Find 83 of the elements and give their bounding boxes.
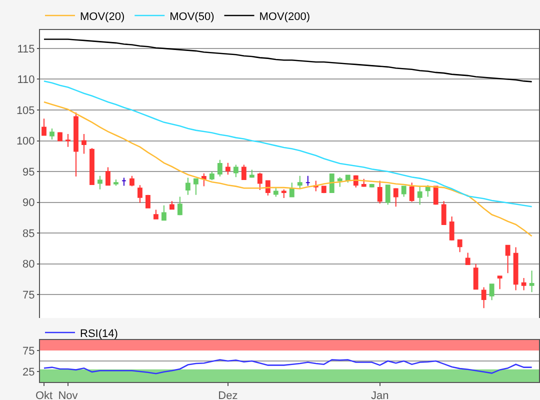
candlestick	[265, 180, 270, 196]
candlestick	[297, 175, 302, 190]
candlestick	[377, 180, 382, 204]
candlestick	[401, 186, 406, 198]
candlestick	[385, 184, 390, 206]
line-series	[43, 101, 532, 237]
x-tick-label: Okt	[35, 390, 53, 400]
candlestick	[425, 184, 430, 198]
y-tick-label: 75	[22, 289, 35, 302]
y-tick-label: 90	[22, 197, 35, 210]
candlestick	[393, 188, 398, 208]
candlestick	[273, 188, 278, 198]
candlestick	[489, 284, 494, 301]
candlestick	[50, 128, 54, 140]
candlestick	[529, 270, 534, 293]
candlestick	[106, 166, 110, 186]
candlestick	[281, 188, 286, 198]
candlestick	[225, 162, 230, 176]
candlestick	[122, 177, 126, 186]
candlestick	[257, 172, 262, 190]
candlestick	[82, 134, 86, 154]
y-tick-label: 95	[22, 166, 35, 178]
x-tick-label: Jan	[370, 390, 389, 400]
candlestick	[321, 185, 326, 194]
candlestick	[481, 286, 486, 309]
candlestick	[98, 175, 102, 190]
y-tick-label: 85	[22, 228, 35, 240]
candlestick	[161, 204, 166, 221]
candlestick	[409, 182, 414, 202]
y-tick-label: 105	[16, 104, 35, 117]
candlestick	[361, 178, 366, 188]
y-tick-label: 75	[22, 345, 35, 358]
candlestick	[233, 164, 238, 178]
candlestick	[138, 184, 142, 204]
candlestick	[369, 183, 374, 188]
candlestick	[497, 276, 502, 290]
line-series	[43, 38, 532, 82]
candlestick	[449, 216, 454, 241]
candlestick	[193, 178, 198, 196]
candlestick	[66, 134, 70, 148]
x-tick-label: Nov	[58, 390, 78, 400]
legend-label: RSI(14)	[80, 328, 118, 340]
candlestick	[329, 174, 334, 193]
line-series	[43, 80, 532, 208]
y-tick-label: 100	[16, 136, 35, 148]
legend-label: MOV(50)	[170, 10, 214, 23]
y-tick-label: 115	[17, 43, 35, 56]
x-tick-label: Dez	[218, 390, 238, 400]
candlestick	[185, 177, 190, 196]
y-tick-label: 25	[22, 366, 35, 378]
candlestick	[505, 244, 510, 274]
candlestick	[209, 171, 214, 181]
candlestick	[513, 246, 518, 291]
candlestick	[337, 176, 342, 188]
candlestick	[457, 239, 462, 253]
candlestick	[58, 132, 62, 142]
candlestick	[42, 118, 46, 136]
legend-label: MOV(20)	[80, 10, 125, 23]
candlestick	[521, 278, 526, 291]
candlestick	[289, 182, 294, 198]
y-tick-label: 80	[22, 258, 35, 271]
candlestick	[473, 263, 478, 290]
candlestick	[90, 148, 94, 185]
candlestick	[441, 200, 446, 225]
candlestick	[130, 175, 134, 187]
candlestick	[177, 196, 182, 216]
candlestick	[465, 252, 470, 265]
candlestick	[153, 209, 158, 220]
candlestick	[114, 179, 118, 186]
line-series	[43, 359, 532, 374]
candlestick	[305, 175, 310, 186]
y-tick-label: 110	[17, 74, 35, 86]
candlestick	[241, 164, 246, 180]
candlestick	[146, 194, 150, 208]
candlestick	[201, 172, 206, 187]
candlestick	[74, 112, 78, 177]
candlestick	[217, 159, 222, 177]
candlestick	[417, 185, 422, 206]
candlestick	[249, 169, 254, 178]
legend-label: MOV(200)	[259, 10, 310, 23]
candlestick	[169, 200, 174, 210]
candlestick	[345, 174, 350, 184]
candlestick	[433, 186, 438, 206]
